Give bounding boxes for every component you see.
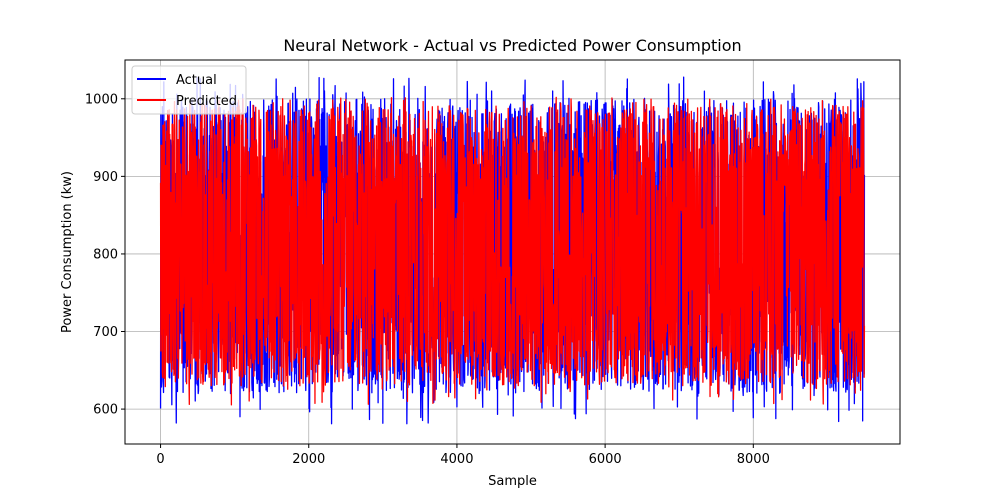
x-tick-label: 4000 (440, 452, 473, 467)
x-tick-label: 0 (156, 452, 164, 467)
y-tick-label: 900 (93, 170, 118, 185)
legend-label-actual: Actual (176, 73, 217, 88)
x-axis-ticks: 0 2000 4000 6000 8000 (156, 444, 770, 467)
x-axis-label: Sample (488, 474, 537, 489)
x-tick-label: 2000 (292, 452, 325, 467)
y-axis-label: Power Consumption (kw) (60, 171, 75, 333)
y-tick-label: 700 (93, 325, 118, 340)
legend-label-predicted: Predicted (176, 94, 237, 109)
legend: Actual Predicted (131, 65, 247, 115)
y-tick-label: 800 (93, 247, 118, 262)
series-lines (159, 76, 866, 425)
series-line-predicted (159, 96, 866, 406)
x-tick-label: 8000 (737, 452, 770, 467)
chart-title: Neural Network - Actual vs Predicted Pow… (283, 36, 741, 55)
plot-area-frame (124, 59, 901, 445)
y-tick-label: 1000 (85, 92, 118, 107)
x-tick-label: 6000 (589, 452, 622, 467)
y-axis-ticks: 600 700 800 900 1000 (85, 92, 125, 418)
y-tick-label: 600 (93, 403, 118, 418)
